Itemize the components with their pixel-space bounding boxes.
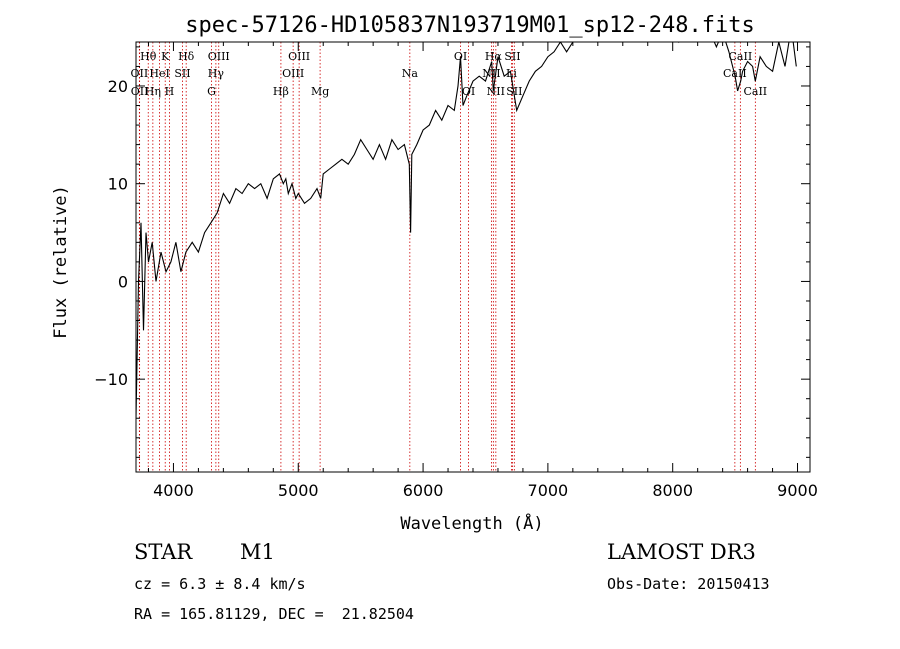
spectral-line-label: Hγ [208,67,225,80]
spectral-line-label: Hη [145,85,161,98]
spectral-line-label: NII [487,85,505,98]
spectral-line-label: Li [506,67,517,80]
spectral-line-label: OI [454,50,467,63]
x-axis-label: Wavelength (Å) [400,512,543,534]
y-axis-label: Flux (relative) [51,185,71,339]
spectral-line-label: K [161,50,170,63]
spectral-line-label: SII [504,50,520,63]
y-tick-label: 10 [108,175,128,194]
x-tick-label: 7000 [528,481,569,500]
x-tick-label: 6000 [403,481,444,500]
object-class: STAR [134,540,193,564]
x-tick-label: 4000 [153,481,194,500]
x-tick-label: 5000 [278,481,319,500]
spectral-line-label: Hδ [178,50,195,63]
spectral-line-label: HeI [149,67,169,80]
spectral-line-label: OIII [208,50,230,63]
survey-name: LAMOST DR3 [607,540,756,564]
chart-title: spec-57126-HD105837N193719M01_sp12-248.f… [185,13,755,38]
spectral-line-markers [138,42,756,472]
spectral-line-label: OII [131,85,149,98]
object-subclass: M1 [240,540,275,564]
spectrum-series [136,42,797,419]
x-tick-label: 8000 [652,481,693,500]
spectral-line-label: Na [402,67,419,80]
spectral-line-label: NII [482,67,500,80]
spectral-line-label: Mg [311,85,329,98]
spectral-line-label: Hβ [273,85,289,98]
spectral-line-label: SII [506,85,522,98]
x-tick-label: 9000 [777,481,818,500]
spectral-line-label: G [207,85,216,98]
observation-date: Obs-Date: 20150413 [607,575,770,593]
spectral-line-label: CaII [729,50,753,63]
spectral-line-label: H [165,85,175,98]
spectrum-line [136,42,797,419]
spectral-line-label: OII [131,67,149,80]
spectral-line-label: OIII [282,67,304,80]
axis-ticks: 4000 5000 6000 7000 8000 9000 −10 0 10 20 [94,42,818,500]
y-tick-label: 20 [108,77,128,96]
spectral-line-label: SII [174,67,190,80]
coordinates: RA = 165.81129, DEC = 21.82504 [134,605,414,623]
y-tick-label: 0 [118,272,128,291]
y-tick-label: −10 [94,370,128,389]
plot-frame [135,41,811,473]
redshift-velocity: cz = 6.3 ± 8.4 km/s [134,575,306,593]
spectral-line-label: Hθ [140,50,157,63]
spectral-line-label: CaII [743,85,767,98]
spectral-line-label: OIII [288,50,310,63]
